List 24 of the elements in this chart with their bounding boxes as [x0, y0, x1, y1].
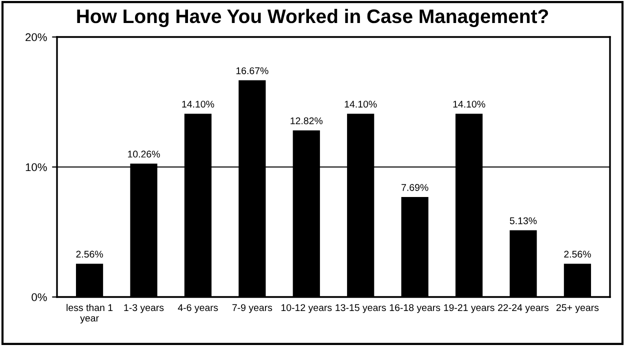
- data-label: 16.67%: [236, 67, 268, 74]
- x-tick-label: 19-21 years: [444, 304, 494, 314]
- data-label: 5.13%: [510, 217, 537, 224]
- data-label: 14.10%: [453, 100, 486, 108]
- y-tick-label: 0%: [32, 293, 47, 302]
- data-label: 7.69%: [402, 184, 428, 191]
- data-label: 2.56%: [564, 250, 591, 258]
- data-label: 10.26%: [128, 150, 160, 158]
- x-tick-label: 7-9 years: [232, 304, 272, 314]
- y-tick-label: 20%: [26, 33, 47, 42]
- data-label: 14.10%: [344, 100, 377, 108]
- data-label: 2.56%: [76, 250, 103, 258]
- data-label: 12.82%: [290, 117, 323, 124]
- x-tick-label: 16-18 years: [390, 304, 440, 314]
- x-tick-label: 22-24 years: [498, 304, 549, 314]
- x-tick-label: 13-15 years: [336, 304, 386, 314]
- chart-title: How Long Have You Worked in Case Management?: [77, 8, 548, 28]
- y-tick-label: 10%: [26, 163, 47, 172]
- x-tick-label: less than 1 year: [66, 304, 113, 324]
- x-tick-label: 10-12 years: [281, 304, 332, 314]
- x-tick-label: 25+ years: [556, 304, 599, 314]
- data-label: 14.10%: [182, 100, 214, 108]
- x-tick-label: 1-3 years: [124, 304, 164, 314]
- x-tick-label: 4-6 years: [178, 304, 218, 314]
